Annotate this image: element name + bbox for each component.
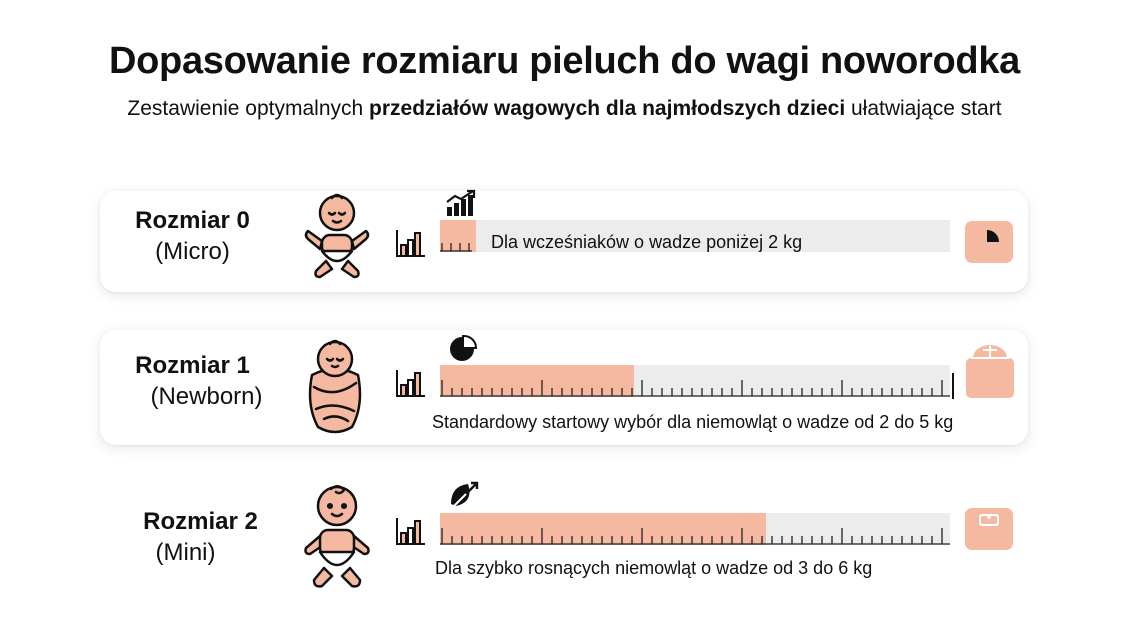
bathroom-scale-icon [965,508,1013,550]
bar-chart-icon [396,230,425,257]
baby-icon [304,193,370,279]
weight-range-fill [440,220,476,252]
pie-chart-icon [965,221,1013,263]
weight-range-track [440,365,950,397]
size-description: Dla wcześniaków o wadze poniżej 2 kg [491,232,803,252]
size-label: Rozmiar 0 (Micro) [135,207,250,265]
pie-chart-icon [450,334,478,361]
size-label: Rozmiar 1 (Newborn) [135,352,263,410]
scale-end-mark [952,373,954,399]
tick-scale [440,243,472,252]
size-label: Rozmiar 2 (Mini) [143,508,258,566]
baby-icon [304,485,370,588]
size-description: Dla szybko rosnących niemowląt o wadze o… [435,558,873,578]
size-card-2: Rozmiar 2 (Mini) [100,478,1028,596]
weight-range-track [440,220,950,252]
swaddled-baby-icon [308,339,362,434]
scale-icon [966,344,1014,398]
size-card-0: Rozmiar 0 (Micro) [100,189,1028,292]
size-card-1: Rozmiar 1 (Newborn) Standardowy sta [100,330,1028,445]
bar-chart-icon [396,370,425,397]
page-subtitle: Zestawienie optymalnych przedziałów wago… [127,97,1002,120]
size-description: Standardowy startowy wybór dla niemowląt… [432,412,954,432]
bar-chart-icon [396,518,425,545]
page-title: Dopasowanie rozmiaru pieluch do wagi now… [109,40,1020,82]
tick-scale [440,380,950,397]
leaf-growth-icon [451,481,479,508]
tick-scale [440,528,950,545]
growth-chart-icon [446,189,476,216]
weight-range-track [440,513,950,545]
